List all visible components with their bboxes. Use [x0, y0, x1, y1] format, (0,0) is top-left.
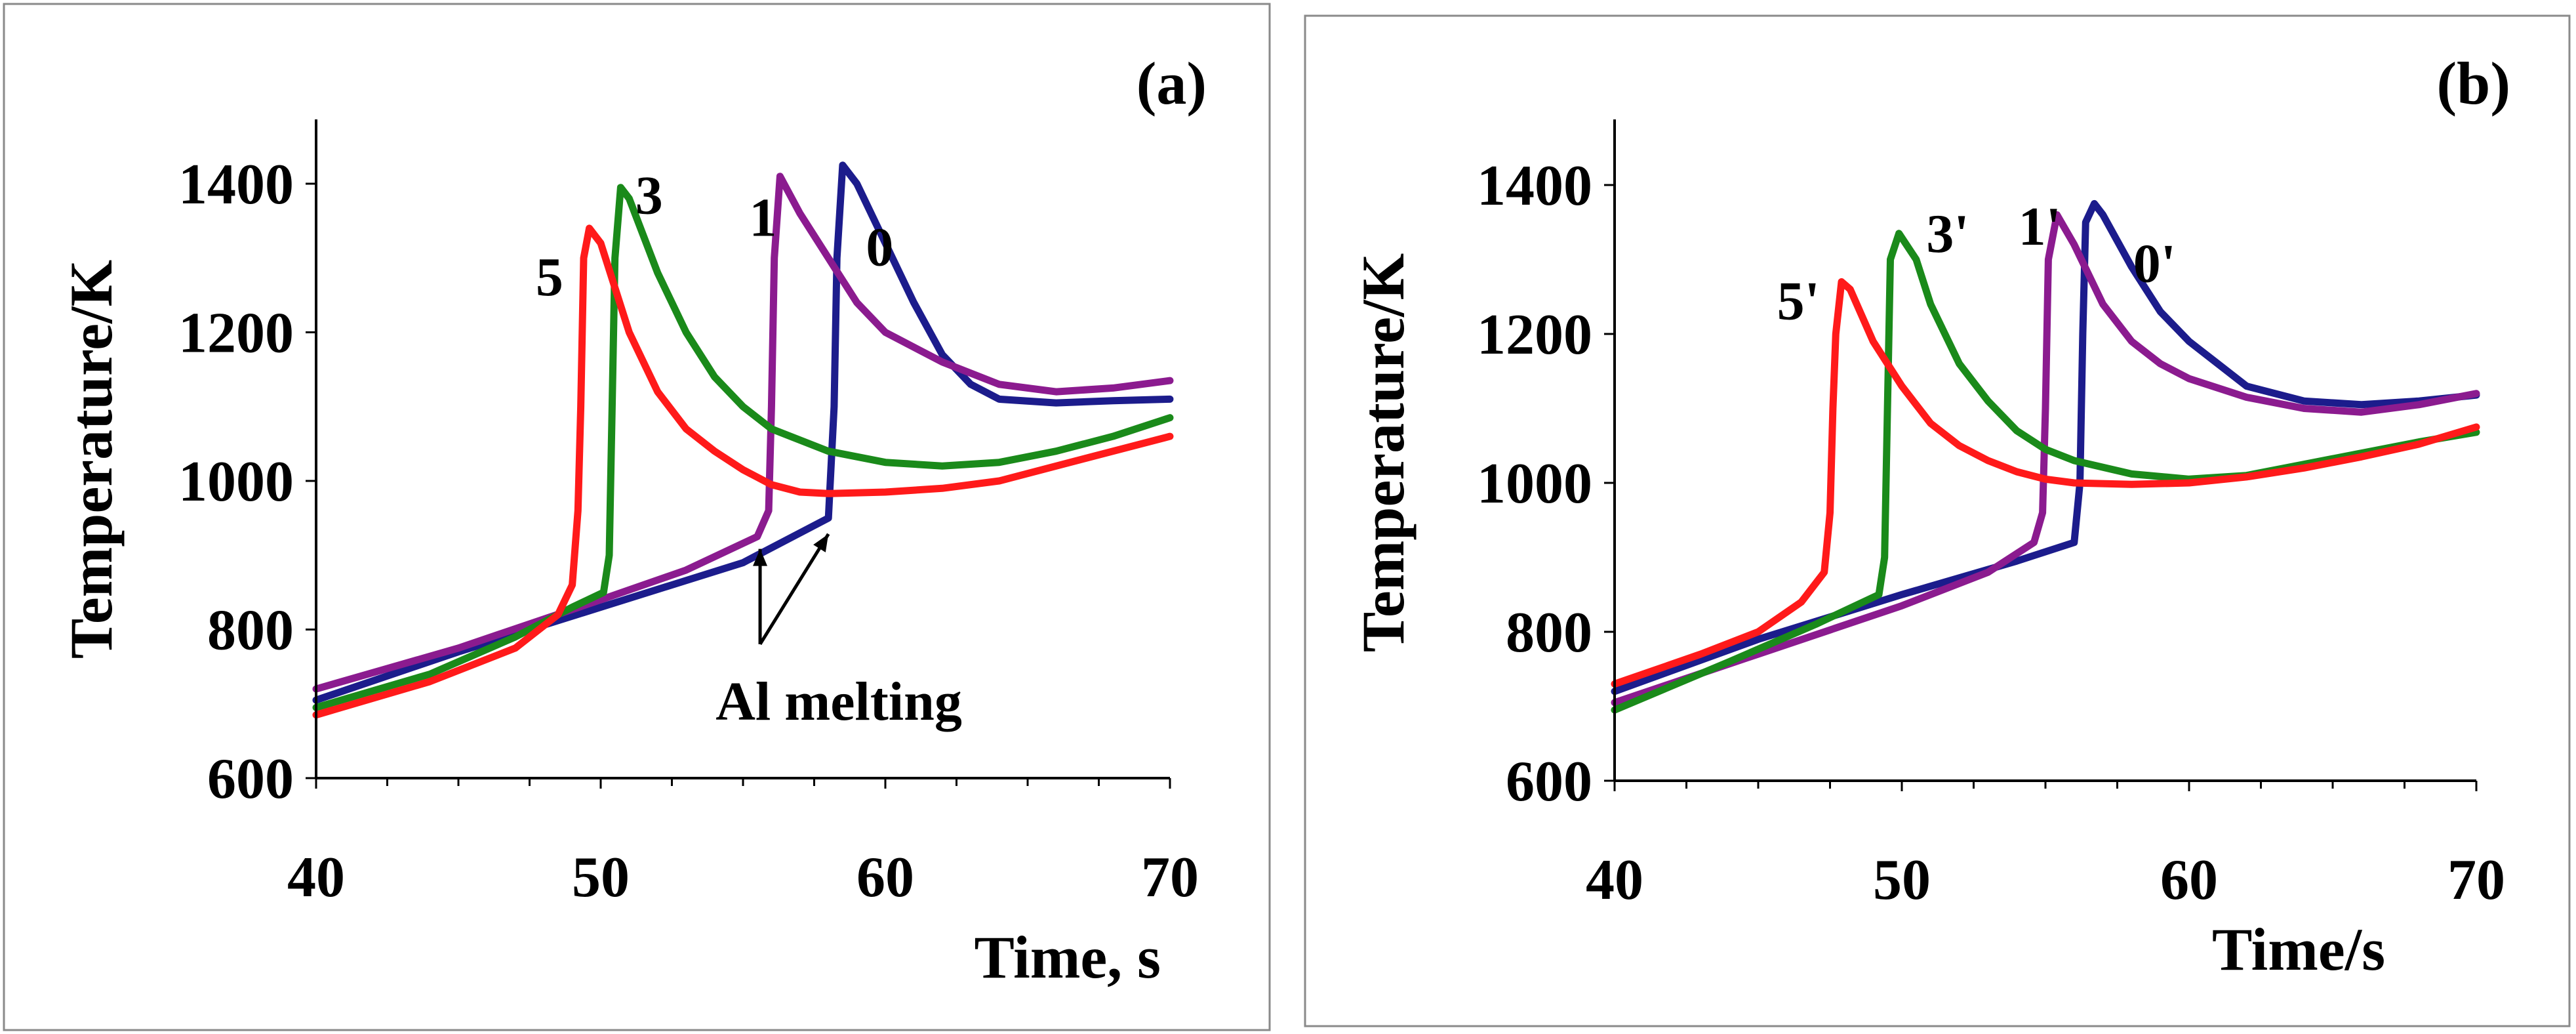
panel-a-annotations: Al melting: [715, 533, 962, 732]
panel-b-series-1p: [1611, 211, 2480, 707]
panel-a-frame: [3, 3, 1271, 1031]
panel-a-y-tick-label: 1200: [178, 302, 294, 365]
panel-b-curve-labels: 0' 1' 3' 5': [1777, 196, 2176, 332]
panel-a-x-tick-label: 40: [287, 846, 345, 909]
panel-b-label: (b): [2437, 50, 2510, 117]
panel-a-y-tick-label: 1400: [178, 153, 294, 217]
panel-a-curve-label: 1: [749, 187, 776, 248]
panel-b-ticks: 40 50 60 70 600 800 1000 1200 1400: [1477, 154, 2505, 912]
panel-a-series-1: [312, 173, 1174, 693]
panel-b-curve-label: 3': [1926, 203, 1969, 264]
panel-b-series: [1611, 199, 2480, 714]
panel-b-series-5p: [1611, 278, 2480, 688]
panel-a-series: [312, 161, 1174, 719]
panel-a-y-tick-label: 600: [207, 747, 294, 811]
panel-a-curve-label: 3: [635, 165, 663, 226]
panel-a-curve-label: 5: [536, 247, 563, 308]
panel-b-curve-label: 1': [2019, 196, 2061, 257]
panel-a-y-tick-label: 1000: [178, 450, 294, 514]
panel-b-curve-label: 0': [2133, 234, 2176, 295]
panel-a-series-5: [312, 224, 1174, 719]
panel-b-curve-label: 5': [1777, 270, 1820, 331]
panel-b-y-tick-label: 600: [1506, 750, 1592, 814]
panel-b-y-tick-label: 1400: [1477, 154, 1592, 218]
panel-a-curve-labels: 0 1 3 5: [536, 165, 893, 308]
panel-b-y-tick-label: 1000: [1477, 452, 1592, 516]
panel-a-y-axis-title: Temperature/K: [58, 260, 125, 659]
panel-a-annotation-arrowhead: [813, 533, 829, 552]
panel-b-x-axis-title: Time/s: [2212, 916, 2385, 983]
panel-a-x-tick-label: 50: [572, 846, 630, 909]
panel-a-x-tick-label: 60: [856, 846, 914, 909]
panel-b-x-tick-label: 40: [1586, 848, 1643, 912]
panel-a-label: (a): [1137, 50, 1207, 117]
panel-b-series-0p: [1611, 199, 2480, 695]
panel-b-x-tick-label: 60: [2160, 848, 2218, 912]
panel-b-frame: [1304, 14, 2571, 1027]
panel-b-y-tick-label: 800: [1506, 601, 1592, 665]
panel-a-x-axis-title: Time, s: [974, 924, 1161, 991]
panel-a-curve-label: 0: [866, 217, 893, 278]
panel-a-series-3: [312, 184, 1174, 711]
panel-a: (a) 40 50 60 70 600 800 1000 1200 1400 0 1 3 5 Al m…: [3, 3, 1271, 1031]
panel-a-annotation-arrowhead: [753, 548, 768, 566]
panel-a-annotation-arrow: [758, 533, 830, 646]
panel-b-y-tick-label: 1200: [1477, 303, 1592, 367]
panel-a-series-0: [312, 161, 1174, 704]
panel-a-annotation-label: Al melting: [715, 671, 962, 732]
panel-a-y-tick-label: 800: [207, 599, 294, 663]
panel-a-x-tick-label: 70: [1141, 846, 1199, 909]
panel-b-x-tick-label: 50: [1873, 848, 1931, 912]
panel-b-y-axis-title: Temperature/K: [1350, 253, 1417, 652]
panel-b-x-tick-label: 70: [2447, 848, 2505, 912]
